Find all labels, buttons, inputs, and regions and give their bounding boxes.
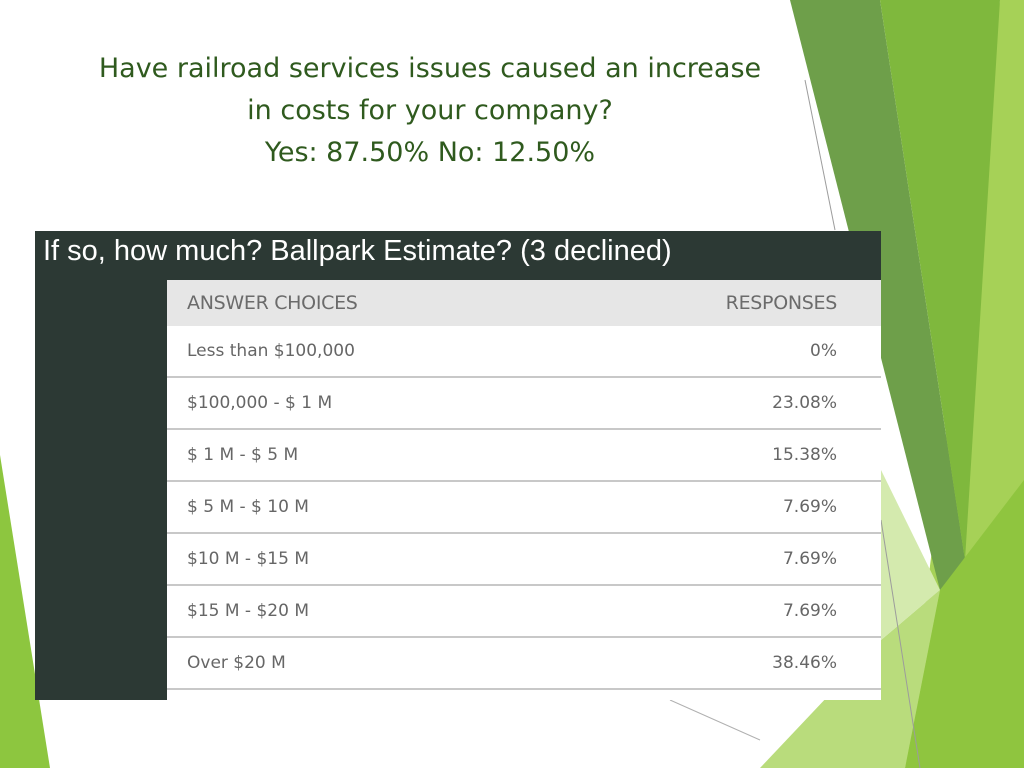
response-percent: 23.08% (772, 393, 837, 413)
table-row: $100,000 - $ 1 M 23.08% (167, 378, 881, 430)
responses-table: ANSWER CHOICES RESPONSES Less than $100,… (167, 280, 881, 700)
survey-screenshot-panel: If so, how much? Ballpark Estimate? (3 d… (35, 231, 881, 700)
light-strip (881, 470, 940, 640)
answer-choice: Less than $100,000 (187, 341, 355, 361)
title-line-3: Yes: 87.50% No: 12.50% (264, 137, 596, 168)
table-row: $ 1 M - $ 5 M 15.38% (167, 430, 881, 482)
response-percent: 0% (810, 341, 837, 361)
response-percent: 7.69% (782, 601, 837, 621)
response-percent: 38.46% (772, 653, 837, 673)
response-percent: 7.69% (782, 497, 837, 517)
title-line-1: Have railroad services issues caused an … (98, 53, 762, 84)
slide-title: Have railroad services issues caused an … (40, 48, 820, 174)
table-row: $ 5 M - $ 10 M 7.69% (167, 482, 881, 534)
header-answer-choices: ANSWER CHOICES (187, 292, 358, 314)
thin-line-3 (669, 699, 761, 741)
answer-choice: Over $20 M (187, 653, 286, 673)
answer-choice: $100,000 - $ 1 M (187, 393, 333, 413)
table-row: Over $20 M 38.46% (167, 638, 881, 690)
thin-line-1 (804, 79, 836, 231)
title-line-2: in costs for your company? (247, 95, 613, 126)
lower-right-green-facet (905, 480, 1024, 768)
answer-choice: $ 1 M - $ 5 M (187, 445, 299, 465)
answer-choice: $ 5 M - $ 10 M (187, 497, 309, 517)
table-row: $10 M - $15 M 7.69% (167, 534, 881, 586)
table-row: Less than $100,000 0% (167, 326, 881, 378)
answer-choice: $15 M - $20 M (187, 601, 309, 621)
answer-choice: $10 M - $15 M (187, 549, 309, 569)
right-mid-green-facet (880, 0, 1000, 560)
response-percent: 15.38% (772, 445, 837, 465)
table-header: ANSWER CHOICES RESPONSES (167, 280, 881, 326)
response-percent: 7.69% (782, 549, 837, 569)
thin-line-2 (880, 519, 921, 768)
header-responses: RESPONSES (725, 292, 838, 314)
survey-question-heading: If so, how much? Ballpark Estimate? (3 d… (43, 235, 672, 267)
table-row: $15 M - $20 M 7.69% (167, 586, 881, 638)
